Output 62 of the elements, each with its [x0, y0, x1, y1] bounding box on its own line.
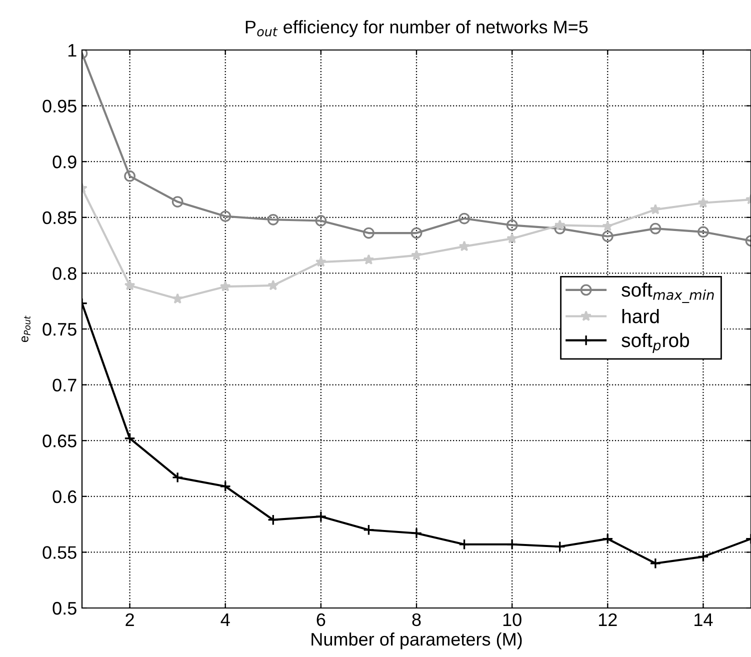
- x-tick-label: 4: [220, 614, 230, 626]
- point: [363, 254, 374, 265]
- point: [220, 210, 232, 222]
- point: [602, 220, 614, 232]
- point: [410, 227, 422, 239]
- x-tick-label: 2: [126, 613, 134, 626]
- y-tick-label: 1: [68, 44, 76, 57]
- point: [602, 230, 614, 242]
- point: [172, 472, 184, 484]
- y-tick-label: 0.55: [42, 546, 76, 559]
- point: [650, 558, 662, 570]
- point: [650, 204, 661, 214]
- y-tick-label: 0.85: [42, 211, 76, 224]
- point: [506, 220, 518, 231]
- y-tick-label: 0.7: [52, 378, 76, 392]
- point: [554, 540, 566, 552]
- point: [268, 280, 279, 290]
- y-tick-label: 0.9: [52, 156, 76, 168]
- legend-label: soft$_{p}$rob: [622, 332, 690, 354]
- point: [506, 232, 518, 244]
- y-tick-label: 0.75: [42, 322, 76, 336]
- point: [698, 550, 709, 562]
- point: [698, 197, 709, 208]
- point: [220, 480, 232, 492]
- legend-label: hard: [622, 308, 659, 324]
- point: [363, 524, 374, 536]
- legend-label: soft$_{max_min}$: [622, 282, 714, 303]
- point: [267, 214, 279, 226]
- point: [315, 510, 327, 522]
- x-tick-label: 10: [503, 613, 522, 626]
- point: [172, 293, 184, 304]
- point: [458, 538, 470, 550]
- point: [315, 215, 327, 226]
- point: [220, 280, 231, 292]
- point: [698, 226, 709, 238]
- point: [411, 250, 422, 260]
- point: [124, 170, 136, 182]
- x-tick-label: 8: [412, 613, 421, 626]
- point: [554, 220, 566, 230]
- chart-title: P$_{out}$ efficiency for number of networks M=5: [246, 20, 588, 37]
- y-tick-label: 0.5: [52, 602, 76, 615]
- y-tick-label: 0.6: [52, 490, 76, 504]
- y-tick-label: 0.65: [42, 434, 76, 448]
- point: [363, 227, 374, 239]
- point: [650, 222, 662, 234]
- point: [267, 514, 279, 526]
- point: [124, 432, 136, 444]
- point: [602, 533, 614, 545]
- point: [458, 212, 470, 224]
- point: [315, 256, 326, 267]
- x-tick-label: 12: [598, 613, 617, 626]
- y-axis-title: e$_{Pout}$: [22, 316, 30, 342]
- x-tick-label: 14: [694, 614, 713, 626]
- point: [506, 538, 518, 550]
- point: [410, 528, 422, 539]
- x-axis-title: Number of parameters (M): [312, 632, 522, 650]
- x-tick-label: 6: [316, 613, 326, 626]
- point: [124, 280, 136, 290]
- point: [172, 196, 184, 208]
- point: [458, 240, 470, 252]
- y-tick-label: 0.95: [42, 100, 76, 113]
- y-tick-label: 0.8: [52, 267, 76, 280]
